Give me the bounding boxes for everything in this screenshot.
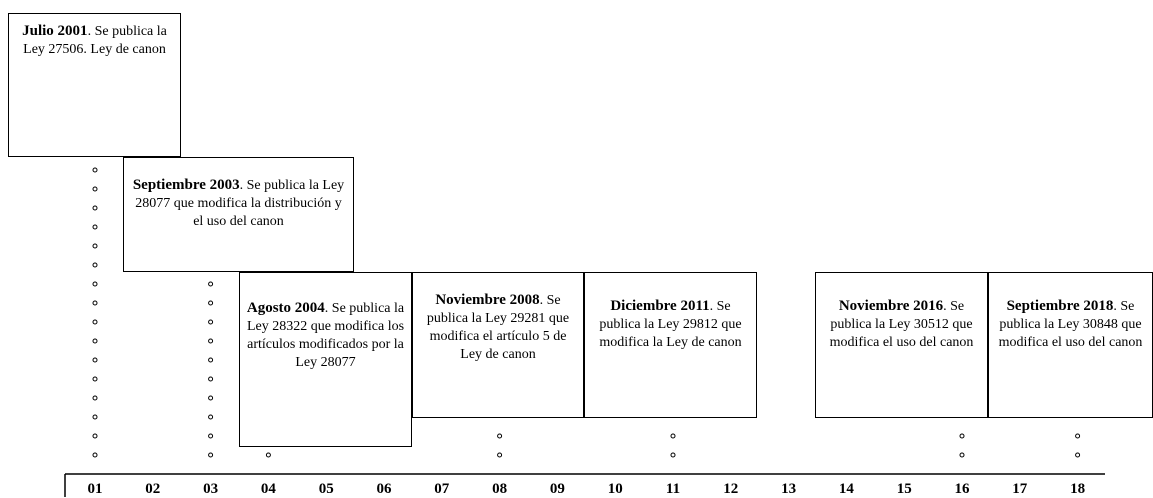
axis-label: 11 bbox=[665, 481, 681, 497]
event-box: Noviembre 2008. Se publica la Ley 29281 … bbox=[412, 272, 584, 418]
dot bbox=[92, 319, 98, 325]
dot bbox=[670, 433, 676, 439]
event-text: . Se publica la Ley 28077 que modifica l… bbox=[135, 178, 345, 229]
event-text: . Se publica la Ley 30512 que modifica e… bbox=[829, 299, 974, 350]
event-date: Diciembre 2011 bbox=[610, 298, 710, 314]
event-box: Septiembre 2018. Se publica la Ley 30848… bbox=[988, 272, 1153, 418]
axis-label: 17 bbox=[1012, 481, 1028, 497]
dot bbox=[92, 357, 98, 363]
dot bbox=[208, 281, 214, 287]
dot bbox=[208, 319, 214, 325]
dot bbox=[92, 433, 98, 439]
axis-label: 02 bbox=[145, 481, 161, 497]
axis-label: 16 bbox=[954, 481, 970, 497]
dot bbox=[92, 395, 98, 401]
dot bbox=[497, 452, 503, 458]
axis-label: 14 bbox=[838, 481, 854, 497]
event-text: . Se publica la Ley 29281 que modifica e… bbox=[426, 293, 570, 362]
axis-label: 12 bbox=[723, 481, 739, 497]
event-date: Noviembre 2008 bbox=[435, 292, 540, 308]
event-box: Julio 2001. Se publica la Ley 27506. Ley… bbox=[8, 13, 181, 157]
axis-label: 08 bbox=[492, 481, 508, 497]
axis-label: 15 bbox=[896, 481, 912, 497]
dot bbox=[92, 167, 98, 173]
dot bbox=[497, 433, 503, 439]
dot bbox=[208, 452, 214, 458]
event-box: Diciembre 2011. Se publica la Ley 29812 … bbox=[584, 272, 757, 418]
event-text: . Se publica la Ley 29812 que modifica l… bbox=[599, 299, 742, 350]
axis-label: 04 bbox=[260, 481, 276, 497]
event-box: Septiembre 2003. Se publica la Ley 28077… bbox=[123, 157, 354, 272]
dot bbox=[92, 300, 98, 306]
axis-label: 01 bbox=[87, 481, 103, 497]
dot bbox=[92, 281, 98, 287]
dot bbox=[92, 414, 98, 420]
dot bbox=[208, 338, 214, 344]
dot bbox=[670, 452, 676, 458]
dot bbox=[92, 338, 98, 344]
dot bbox=[92, 205, 98, 211]
event-box: Agosto 2004. Se publica la Ley 28322 que… bbox=[239, 272, 412, 447]
event-date: Agosto 2004 bbox=[246, 300, 325, 316]
axis-label: 05 bbox=[318, 481, 334, 497]
axis-label: 13 bbox=[781, 481, 797, 497]
dot bbox=[959, 452, 965, 458]
event-box: Noviembre 2016. Se publica la Ley 30512 … bbox=[815, 272, 988, 418]
dot bbox=[208, 414, 214, 420]
axis-label: 06 bbox=[376, 481, 392, 497]
dot bbox=[92, 186, 98, 192]
event-date: Septiembre 2018 bbox=[1006, 298, 1114, 314]
dot bbox=[92, 376, 98, 382]
event-date: Noviembre 2016 bbox=[838, 298, 944, 314]
dot bbox=[92, 452, 98, 458]
dot bbox=[265, 452, 271, 458]
dot bbox=[92, 262, 98, 268]
event-date: Julio 2001 bbox=[22, 23, 88, 39]
dot bbox=[208, 300, 214, 306]
axis-label: 18 bbox=[1070, 481, 1086, 497]
dot bbox=[208, 433, 214, 439]
dot bbox=[1075, 452, 1081, 458]
dot bbox=[208, 395, 214, 401]
dot bbox=[959, 433, 965, 439]
event-text: . Se publica la Ley 27506. Ley de canon bbox=[23, 24, 167, 57]
dot bbox=[1075, 433, 1081, 439]
dot bbox=[208, 376, 214, 382]
axis-label: 09 bbox=[549, 481, 565, 497]
dot bbox=[92, 224, 98, 230]
dot bbox=[92, 243, 98, 249]
event-text: . Se publica la Ley 30848 que modifica e… bbox=[998, 299, 1143, 350]
event-date: Septiembre 2003 bbox=[132, 177, 240, 193]
axis-label: 10 bbox=[607, 481, 623, 497]
axis-label: 07 bbox=[434, 481, 450, 497]
event-text: . Se publica la Ley 28322 que modifica l… bbox=[246, 301, 405, 370]
dot bbox=[208, 357, 214, 363]
axis-label: 03 bbox=[203, 481, 219, 497]
